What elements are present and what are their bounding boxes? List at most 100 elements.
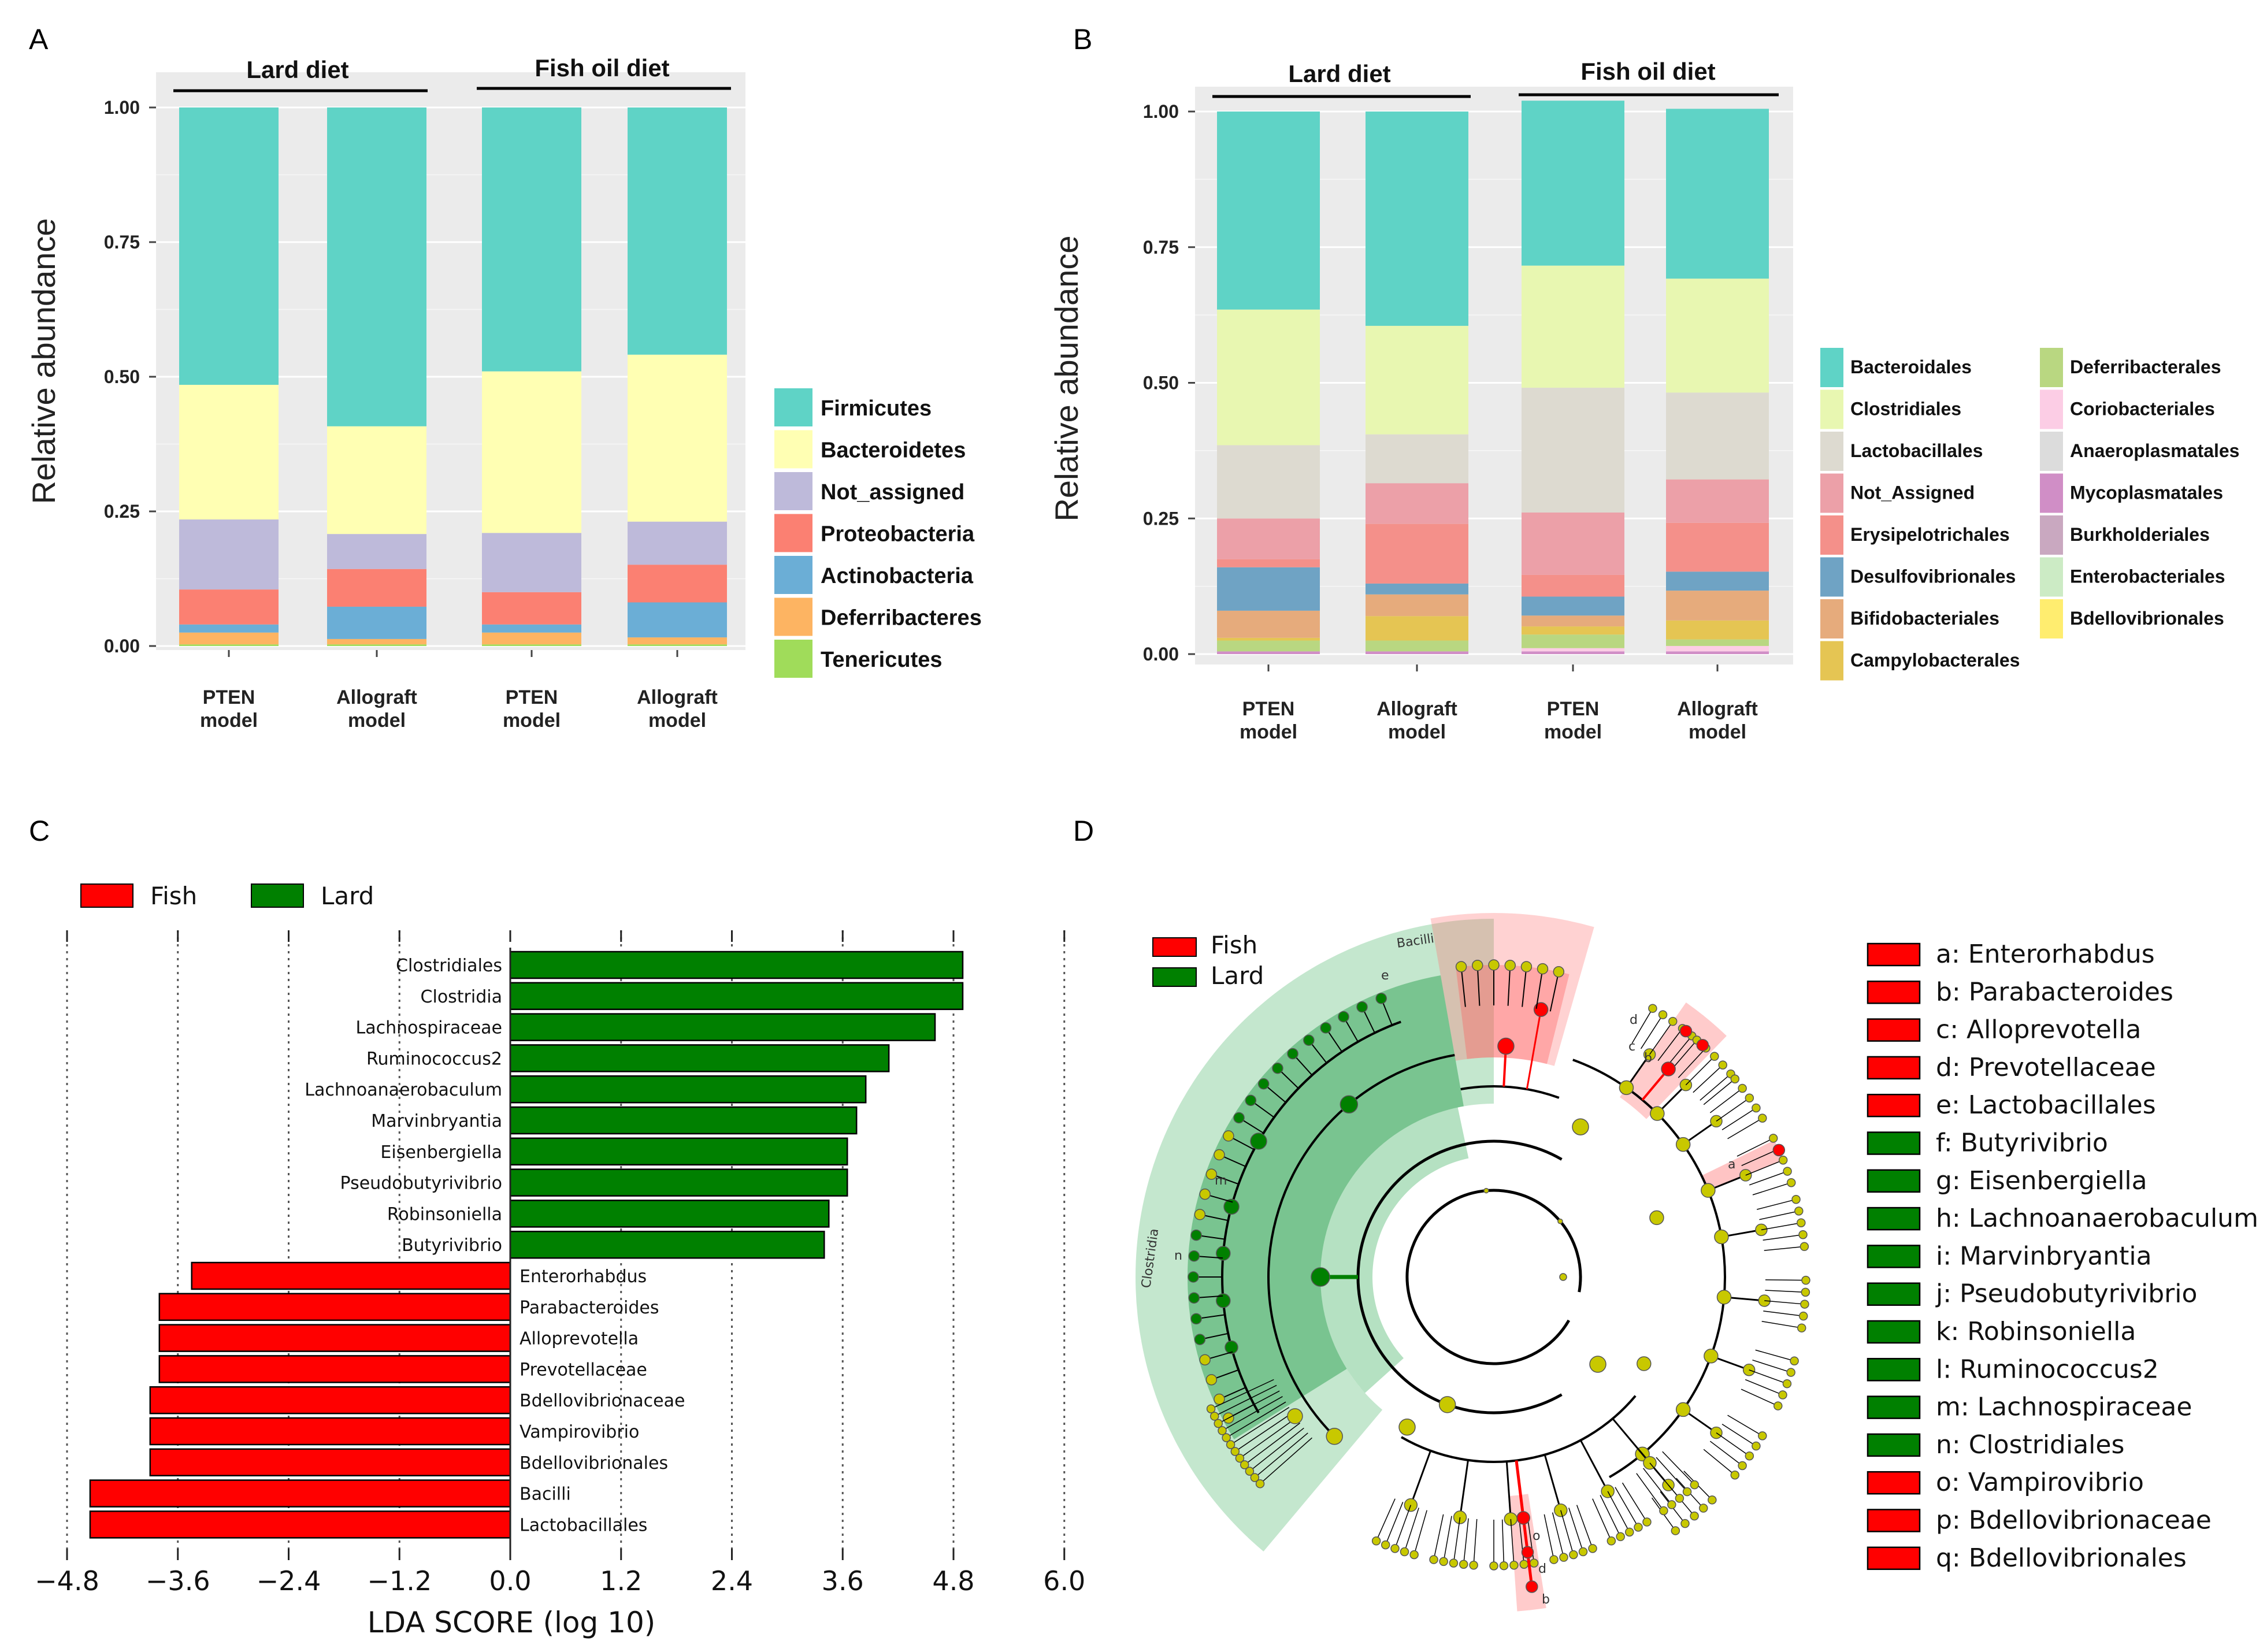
taxon-node: [1661, 1061, 1676, 1076]
taxon-node: [1537, 963, 1549, 975]
y-tick-label: 0.00: [1143, 644, 1179, 664]
category-label: PTEN: [1547, 698, 1600, 720]
taxon-node: [1701, 1183, 1716, 1198]
taxon-node: [1205, 1168, 1218, 1180]
bar-not-assigned-3: [1522, 512, 1624, 575]
branch-line: [1649, 1462, 1680, 1499]
taxon-node: [1188, 1250, 1200, 1262]
bar-firmicutes-3: [482, 107, 581, 372]
taxon-node: [1233, 1112, 1245, 1124]
bar-label-bdellovibrionales: Bdellovibrionales: [520, 1453, 668, 1473]
branch-line: [1230, 1407, 1290, 1445]
bar-bacilli: [89, 1479, 511, 1508]
branch-arc: [1356, 1139, 1563, 1415]
branch-line: [1709, 1441, 1743, 1467]
legend-swatch-bifidobacteriales: [1820, 599, 1843, 638]
taxon-node: [1488, 959, 1500, 971]
bar-label-enterorhabdus: Enterorhabdus: [520, 1267, 647, 1287]
bar-robinsoniella: [509, 1200, 830, 1228]
bar-mycoplasmatales-3: [1522, 651, 1624, 654]
node-letter-m: m: [1215, 1174, 1227, 1188]
taxon-node: [1272, 1063, 1283, 1074]
y-ticks-b: 0.00 0.25 0.50 0.75 1.00: [1143, 101, 1195, 664]
node-letter-d-bottom: d: [1538, 1562, 1546, 1576]
taxon-node: [1801, 1275, 1810, 1285]
taxon-node: [1659, 1506, 1668, 1516]
node-letter-n: n: [1174, 1249, 1182, 1263]
panel-d: D Bacilli Clostridia e m n d c b a o d b…: [1073, 815, 2258, 1612]
legend-swatch-proteobacteria: [774, 514, 812, 552]
branch-line: [1640, 1014, 1664, 1049]
taxon-node: [1214, 1419, 1223, 1428]
branch-line: [1761, 1321, 1802, 1328]
branch-line: [1693, 1064, 1723, 1093]
taxon-node: [1791, 1194, 1801, 1204]
bar-lachnospiraceae: [509, 1013, 936, 1041]
branch-line: [1459, 1460, 1469, 1518]
taxon-node: [1704, 1349, 1719, 1364]
legend-label-erysipelotrichales: Erysipelotrichales: [1850, 524, 2010, 545]
branch-line: [1764, 1300, 1805, 1305]
taxon-node: [1667, 1500, 1676, 1509]
taxon-node: [1800, 1300, 1809, 1309]
category-label: model: [200, 710, 258, 732]
branch-line: [1552, 1512, 1564, 1558]
taxon-node: [1483, 1187, 1489, 1194]
key-swatch-k-robinsoniella: [1867, 1320, 1921, 1344]
branch-line: [1218, 1390, 1280, 1424]
taxon-node: [1338, 1011, 1349, 1023]
branch-line: [1752, 1182, 1791, 1196]
bar-label-pseudobutyrivibrio: Pseudobutyrivibrio: [340, 1174, 502, 1194]
legend-swatch-lactobacillales: [1820, 432, 1843, 471]
legend-label-fish: Fish: [1211, 931, 1257, 959]
taxon-node: [1799, 1242, 1809, 1252]
taxon-node: [1588, 1544, 1597, 1553]
bar-clostridiales-4: [1666, 279, 1769, 393]
bar-bacteroidales-2: [1366, 112, 1468, 326]
bar-proteobacteria-2: [327, 569, 426, 607]
taxon-node: [1190, 1313, 1202, 1325]
bar-label-marvinbryantia: Marvinbryantia: [371, 1111, 502, 1131]
bar-label-ruminococcus2: Ruminococcus2: [366, 1049, 502, 1069]
branch-line: [1721, 1107, 1757, 1131]
branch-line: [1656, 1457, 1688, 1493]
bar-parabacteroides: [158, 1293, 511, 1321]
bar-marvinbryantia: [509, 1106, 858, 1135]
key-swatch-a-enterorhabdus: [1867, 942, 1921, 967]
taxon-node: [1188, 1271, 1199, 1283]
bar-firmicutes-4: [628, 107, 727, 355]
branch-line: [1568, 1508, 1584, 1552]
taxon-node: [1698, 1503, 1708, 1513]
category-label: model: [1689, 721, 1746, 743]
legend-swatch-tenericutes: [774, 640, 812, 678]
taxon-node: [1794, 1206, 1804, 1216]
bar-clostridiales: [509, 951, 964, 979]
bar-lactobacillales: [89, 1510, 511, 1539]
bar-label-lactobacillales: Lactobacillales: [520, 1515, 647, 1535]
legend-label-proteobacteria: Proteobacteria: [821, 522, 975, 547]
branch-line: [1737, 1138, 1774, 1157]
taxon-node: [1257, 1078, 1270, 1090]
bar-label-bacilli: Bacilli: [520, 1484, 571, 1505]
branch-line: [1700, 1074, 1731, 1101]
branch-line: [1544, 1454, 1562, 1511]
taxon-node: [1320, 1022, 1331, 1034]
taxon-node: [1250, 1473, 1260, 1482]
legend-label-fish: Fish: [150, 882, 197, 910]
cladogram: Bacilli Clostridia e m n d c b a o d b: [1136, 913, 1810, 1612]
bar-bdellovibrionales: [149, 1448, 511, 1477]
branch-line: [1759, 1211, 1799, 1220]
key-swatch-m-lachnospiraceae: [1867, 1395, 1921, 1419]
bar-label-robinsoniella: Robinsoniella: [387, 1204, 502, 1224]
taxon-node: [1226, 1440, 1235, 1449]
taxon-node: [1768, 1134, 1778, 1143]
taxon-node: [1772, 1144, 1786, 1157]
category-label: model: [503, 710, 561, 732]
branch-line: [1755, 1349, 1795, 1361]
branch-line: [1765, 1290, 1806, 1293]
bar-campylobacterales-2: [1366, 616, 1468, 641]
key-label-p-bdellovibrionaceae: p: Bdellovibrionaceae: [1936, 1506, 2212, 1535]
taxon-node: [1216, 1246, 1231, 1261]
branch-line: [1716, 1097, 1750, 1122]
legend-swatch-erysipelotrichales: [1820, 515, 1843, 555]
